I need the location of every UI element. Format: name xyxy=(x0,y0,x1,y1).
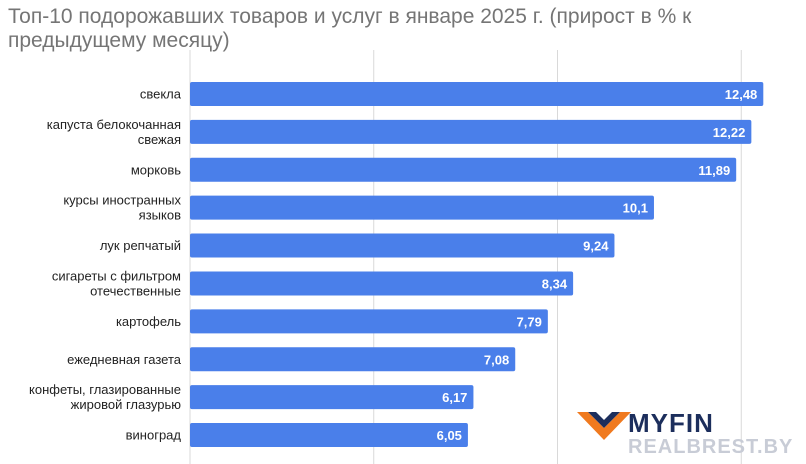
category-label-line: свекла xyxy=(140,86,182,101)
bar-value-label: 7,79 xyxy=(517,314,542,329)
category-label: капуста белокочанная свежая xyxy=(47,117,181,147)
category-label: сигареты с фильтром отечественные xyxy=(52,268,181,298)
chart-title: Топ-10 подорожавших товаров и услуг в ян… xyxy=(8,5,692,52)
category-label: ежедневная газета xyxy=(67,352,182,367)
category-label-line: картофель xyxy=(116,314,181,329)
category-label-line: конфеты, глазированные xyxy=(29,382,181,397)
category-label-line: капуста белокочанная xyxy=(47,117,181,132)
logo-mark-navy xyxy=(588,412,620,428)
category-label: морковь xyxy=(131,162,181,177)
logo-brand-text: MYFIN xyxy=(628,408,714,438)
category-label-line: языков xyxy=(139,208,181,223)
watermark-logo: MYFIN REALBREST.BY xyxy=(577,408,793,458)
bar xyxy=(190,385,474,410)
bar xyxy=(190,271,574,296)
bar xyxy=(190,81,764,106)
category-label-line: ежедневная газета xyxy=(67,352,182,367)
category-label: конфеты, глазированные жировой глазурью xyxy=(29,382,181,412)
category-label-line: отечественные xyxy=(90,283,181,298)
category-label-line: свежая xyxy=(138,132,181,147)
bar xyxy=(190,423,468,448)
category-label-line: виноград xyxy=(126,428,182,443)
bar-value-label: 9,24 xyxy=(583,239,609,254)
bar xyxy=(190,195,654,220)
category-label: курсы иностранных языков xyxy=(63,193,181,223)
bar-value-label: 8,34 xyxy=(542,276,568,291)
category-label-line: жировой глазурью xyxy=(71,397,182,412)
bar xyxy=(190,233,615,258)
bar-value-label: 11,89 xyxy=(698,163,730,178)
bar-value-label: 7,08 xyxy=(484,352,509,367)
logo-mark-orange xyxy=(577,412,631,440)
bar xyxy=(190,157,737,182)
bars xyxy=(190,81,764,448)
value-labels: 12,48 12,22 11,89 10,1 9,24 8,34 7,79 7,08 6,17 6… xyxy=(437,87,758,443)
bar-value-label: 6,17 xyxy=(442,390,467,405)
category-label-line: курсы иностранных xyxy=(63,193,181,208)
bar-value-label: 10,1 xyxy=(623,201,648,216)
bar xyxy=(190,119,752,144)
category-label-line: лук репчатый xyxy=(100,238,181,253)
bar-value-label: 12,48 xyxy=(725,87,758,102)
category-label: картофель xyxy=(116,314,181,329)
category-label-line: морковь xyxy=(131,162,181,177)
category-labels: свекла капуста белокочанная свежая морковь к… xyxy=(29,86,182,442)
bar xyxy=(190,309,548,334)
logo-subtitle-text: REALBREST.BY xyxy=(628,436,793,458)
category-label: виноград xyxy=(126,428,182,443)
bar-value-label: 6,05 xyxy=(437,428,462,443)
bar xyxy=(190,347,516,372)
category-label-line: сигареты с фильтром xyxy=(52,268,181,283)
bar-value-label: 12,22 xyxy=(713,125,746,140)
category-label: лук репчатый xyxy=(100,238,181,253)
category-label: свекла xyxy=(140,86,182,101)
